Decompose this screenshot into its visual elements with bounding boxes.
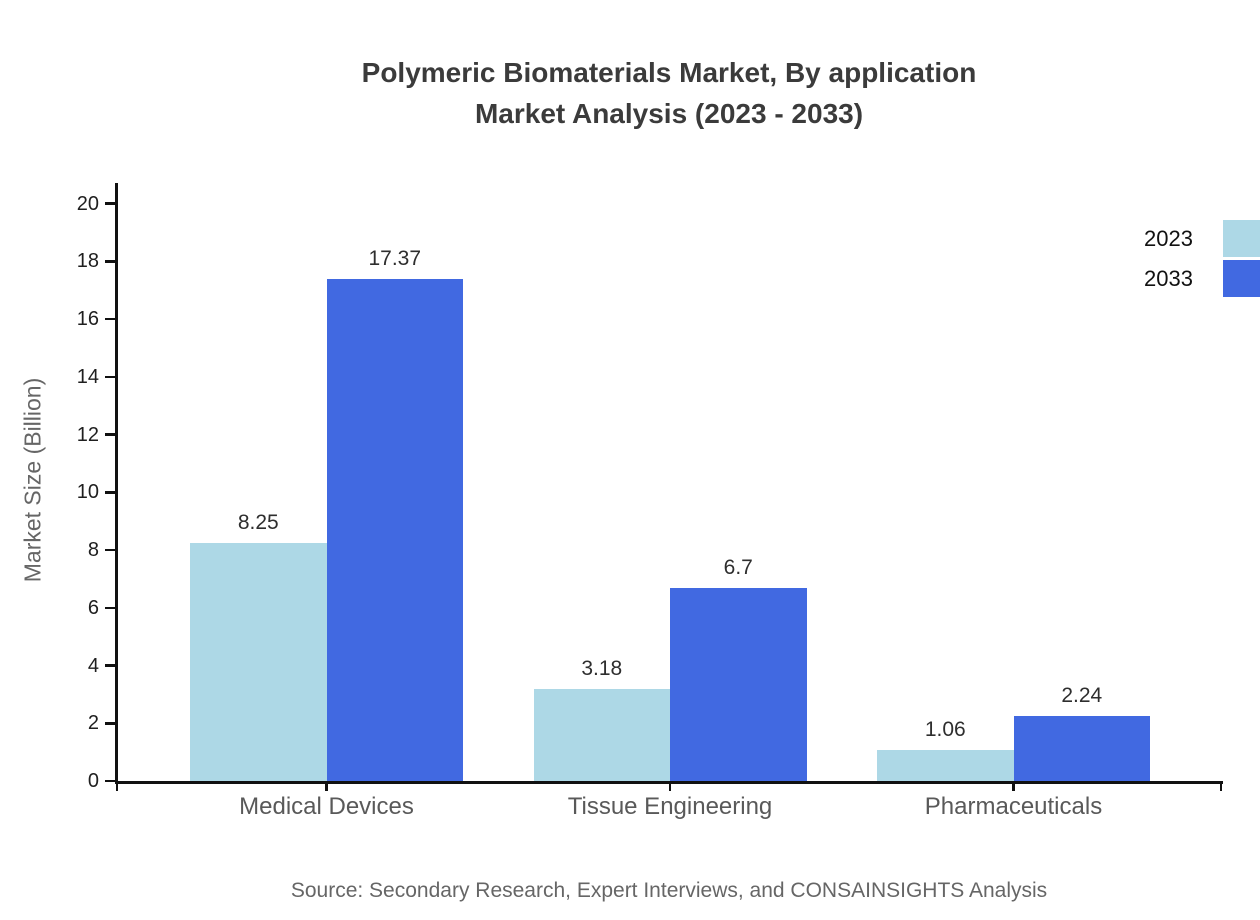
- y-axis-tick: [105, 664, 117, 667]
- bar-value-label-pharmaceuticals-2023: 1.06: [924, 718, 966, 742]
- y-axis-tick: [105, 375, 117, 378]
- y-axis-tick-label: 18: [76, 250, 99, 273]
- x-axis-tick: [325, 781, 328, 791]
- bar-value-label-tissue-engineering-2033: 6.7: [723, 555, 753, 579]
- x-axis-tick: [1012, 781, 1015, 791]
- y-axis-tick: [105, 606, 117, 609]
- y-axis-tick: [105, 548, 117, 552]
- y-axis-tick: [105, 722, 117, 725]
- bar-tissue-engineering-2023: [533, 689, 670, 781]
- y-axis-tick-label: 14: [76, 365, 99, 388]
- bar-pharmaceuticals-2023: [877, 750, 1014, 781]
- y-axis-tick: [105, 779, 117, 783]
- chart-title: Polymeric Biomaterials Market, By applic…: [117, 52, 1221, 134]
- y-axis-line: [115, 183, 118, 784]
- legend: 2023 2033: [1144, 220, 1260, 297]
- y-axis-tick: [105, 491, 117, 494]
- y-axis-tick-label: 20: [76, 192, 99, 215]
- bar-pharmaceuticals-2033: [1013, 716, 1150, 781]
- y-axis-tick-label: 2: [87, 712, 99, 735]
- y-axis-tick: [105, 317, 117, 321]
- chart-title-line1: Polymeric Biomaterials Market, By applic…: [361, 57, 977, 88]
- y-axis-tick-label: 16: [76, 308, 99, 330]
- bar-value-label-tissue-engineering-2023: 3.18: [581, 657, 623, 681]
- legend-swatch-2023: [1223, 220, 1260, 257]
- bar-tissue-engineering-2033: [670, 587, 807, 781]
- legend-label-2033: 2033: [1144, 265, 1193, 291]
- legend-item-2023: 2023: [1144, 220, 1260, 257]
- bar-value-label-medical-devices-2033: 17.37: [368, 247, 422, 271]
- y-axis-tick-label: 4: [87, 654, 99, 677]
- x-axis-tick: [668, 781, 672, 791]
- y-axis-tick-label: 8: [87, 539, 99, 561]
- bar-value-label-medical-devices-2023: 8.25: [237, 510, 279, 534]
- y-axis-tick-label: 12: [76, 423, 99, 446]
- y-axis-tick: [105, 433, 117, 436]
- y-axis-tick: [105, 202, 117, 205]
- x-category-label-pharmaceuticals: Pharmaceuticals: [924, 793, 1103, 820]
- bar-value-label-pharmaceuticals-2033: 2.24: [1061, 684, 1103, 708]
- x-category-label-tissue-engineering: Tissue Engineering: [567, 793, 773, 820]
- x-axis-tick: [1219, 781, 1223, 791]
- y-axis-tick-label: 6: [87, 596, 99, 619]
- y-axis-tick: [105, 260, 117, 263]
- y-axis-tick-label: 10: [76, 481, 99, 504]
- bar-medical-devices-2033: [326, 279, 463, 781]
- y-axis-tick-label: 0: [87, 770, 99, 792]
- chart-title-line2: Market Analysis (2023 - 2033): [474, 98, 864, 129]
- legend-item-2033: 2033: [1144, 260, 1260, 297]
- source-note: Source: Secondary Research, Expert Inter…: [290, 879, 1048, 902]
- x-category-label-medical-devices: Medical Devices: [239, 793, 414, 820]
- legend-swatch-2033: [1223, 260, 1260, 297]
- legend-label-2023: 2023: [1144, 225, 1193, 251]
- bar-medical-devices-2023: [190, 542, 327, 781]
- x-axis-tick: [115, 781, 119, 791]
